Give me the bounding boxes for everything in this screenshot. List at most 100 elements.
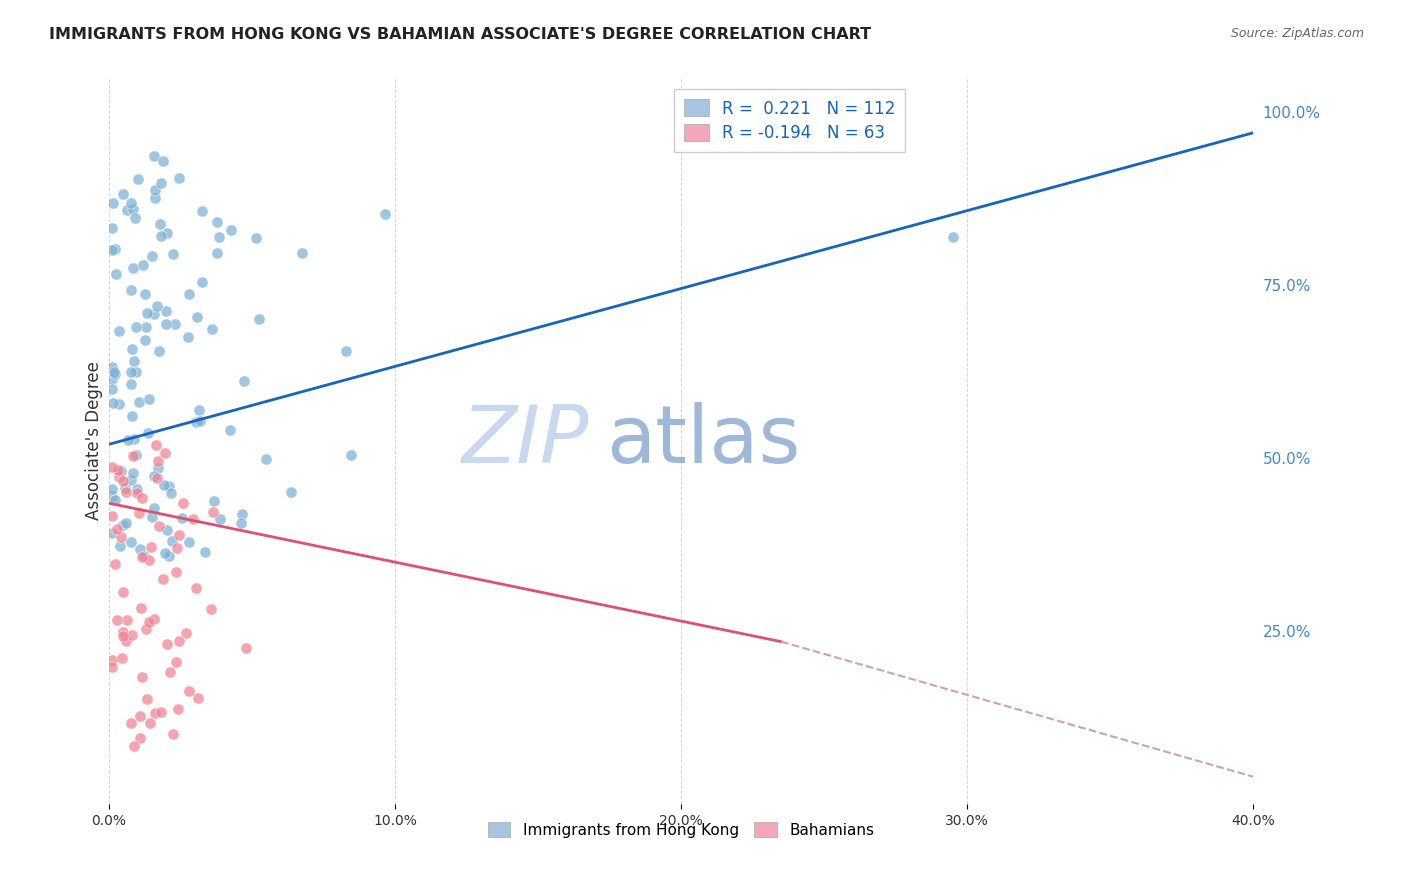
Point xyxy=(124,365,146,379)
Point xyxy=(129,542,152,557)
Point xyxy=(170,510,193,524)
Point xyxy=(177,534,200,549)
Point xyxy=(134,549,156,563)
Point xyxy=(127,486,149,500)
Point xyxy=(103,557,125,571)
Point xyxy=(122,354,145,368)
Point xyxy=(122,260,145,275)
Point xyxy=(156,637,179,651)
Point xyxy=(143,191,166,205)
Point xyxy=(112,475,135,489)
Point xyxy=(335,344,357,359)
Point xyxy=(208,511,231,525)
Point xyxy=(120,365,142,379)
Point xyxy=(143,706,166,721)
Point xyxy=(165,656,187,670)
Point xyxy=(105,613,128,627)
Point xyxy=(108,540,131,554)
Point xyxy=(121,628,143,642)
Point xyxy=(122,467,145,481)
Point xyxy=(233,374,256,388)
Point xyxy=(128,507,150,521)
Point xyxy=(135,319,157,334)
Point xyxy=(131,549,153,564)
Point xyxy=(245,230,267,244)
Point xyxy=(188,414,211,428)
Point xyxy=(139,716,162,731)
Point xyxy=(146,460,169,475)
Point xyxy=(187,691,209,706)
Point xyxy=(145,438,167,452)
Point xyxy=(115,613,138,627)
Point xyxy=(146,299,169,313)
Point xyxy=(146,470,169,484)
Point xyxy=(122,432,145,446)
Point xyxy=(148,344,170,359)
Point xyxy=(143,306,166,320)
Text: Source: ZipAtlas.com: Source: ZipAtlas.com xyxy=(1230,27,1364,40)
Point xyxy=(148,519,170,533)
Point xyxy=(111,650,134,665)
Point xyxy=(155,304,177,318)
Point xyxy=(143,469,166,483)
Point xyxy=(111,517,134,532)
Point xyxy=(186,310,208,325)
Point xyxy=(100,221,122,235)
Point xyxy=(138,553,160,567)
Point xyxy=(202,493,225,508)
Text: ZIP: ZIP xyxy=(463,402,589,480)
Point xyxy=(157,478,180,492)
Point xyxy=(117,433,139,447)
Point xyxy=(128,709,150,723)
Point xyxy=(169,633,191,648)
Point xyxy=(146,454,169,468)
Point xyxy=(127,172,149,186)
Point xyxy=(111,624,134,639)
Point xyxy=(100,483,122,497)
Point xyxy=(155,317,177,331)
Point xyxy=(167,701,190,715)
Point xyxy=(120,534,142,549)
Point xyxy=(167,528,190,542)
Point xyxy=(111,187,134,202)
Point xyxy=(111,629,134,643)
Point xyxy=(103,195,125,210)
Point xyxy=(374,207,396,221)
Point xyxy=(112,585,135,599)
Point xyxy=(143,149,166,163)
Point xyxy=(153,478,176,492)
Point xyxy=(219,223,242,237)
Point xyxy=(100,489,122,503)
Point xyxy=(169,170,191,185)
Point xyxy=(100,508,122,523)
Point xyxy=(149,705,172,719)
Point xyxy=(101,372,124,386)
Point xyxy=(235,640,257,655)
Point xyxy=(181,512,204,526)
Point xyxy=(107,463,129,477)
Point xyxy=(125,448,148,462)
Point xyxy=(156,226,179,240)
Point xyxy=(205,245,228,260)
Point xyxy=(107,470,129,484)
Point xyxy=(120,196,142,211)
Point xyxy=(190,275,212,289)
Point xyxy=(163,317,186,331)
Point xyxy=(159,665,181,679)
Point xyxy=(115,202,138,217)
Point xyxy=(155,446,177,460)
Text: atlas: atlas xyxy=(606,402,801,480)
Point xyxy=(129,601,152,615)
Point xyxy=(202,505,225,519)
Point xyxy=(152,572,174,586)
Point xyxy=(942,229,965,244)
Point xyxy=(134,287,156,301)
Point xyxy=(120,716,142,731)
Point xyxy=(131,491,153,505)
Point xyxy=(122,739,145,753)
Point xyxy=(104,367,127,381)
Point xyxy=(201,322,224,336)
Point xyxy=(143,500,166,515)
Point xyxy=(100,359,122,374)
Point xyxy=(107,396,129,410)
